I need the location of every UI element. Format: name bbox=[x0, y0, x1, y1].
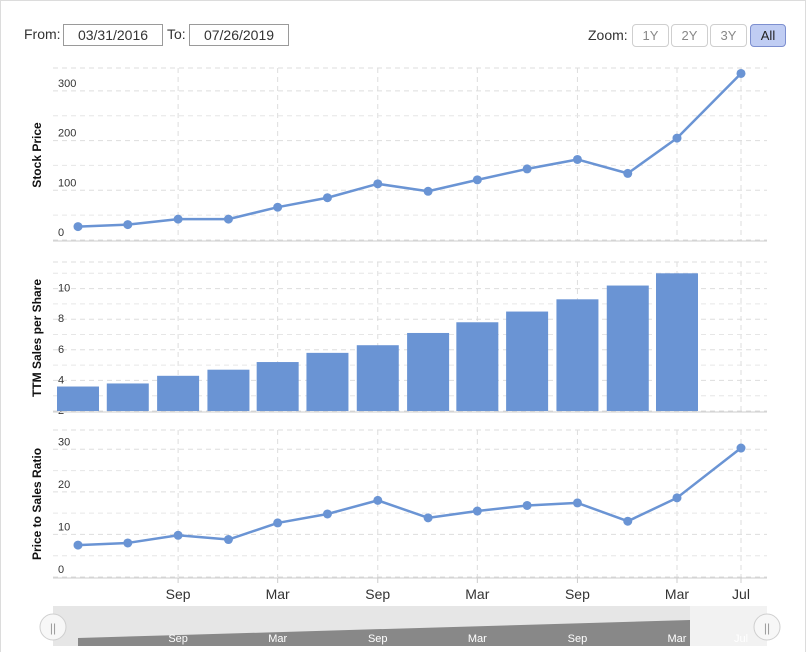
navigator-tick-label: Mar bbox=[668, 633, 687, 645]
data-point bbox=[623, 168, 633, 178]
bar bbox=[106, 383, 149, 411]
data-point bbox=[123, 220, 133, 230]
y-tick-label: 30 bbox=[58, 436, 70, 448]
y-axis-label: TTM Sales per Share bbox=[30, 279, 44, 397]
handle-circle bbox=[39, 613, 67, 641]
data-point bbox=[322, 193, 332, 203]
data-point bbox=[522, 500, 532, 510]
data-point bbox=[73, 540, 83, 550]
zoom-2y-button[interactable]: 2Y bbox=[671, 24, 708, 47]
navigator-tick-label: Sep bbox=[168, 633, 188, 645]
bar bbox=[256, 362, 299, 411]
bar bbox=[506, 311, 549, 411]
range-toolbar: From: 03/31/2016 To: 07/26/2019 Zoom: 1Y… bbox=[0, 0, 809, 60]
navigator-tick-label: Jul bbox=[734, 633, 748, 645]
y-tick-label: 200 bbox=[58, 128, 76, 140]
data-point bbox=[522, 164, 532, 174]
bar bbox=[456, 322, 499, 411]
handle-circle bbox=[753, 613, 781, 641]
data-point bbox=[672, 493, 682, 503]
bar bbox=[606, 285, 649, 411]
bar bbox=[306, 352, 349, 411]
navigator-left-handle[interactable]: || bbox=[39, 613, 67, 641]
from-label: From: bbox=[24, 26, 61, 42]
y-tick-label: 8 bbox=[58, 313, 64, 325]
bar bbox=[356, 345, 399, 411]
data-point bbox=[736, 68, 746, 78]
data-point bbox=[123, 538, 133, 548]
x-tick-label: Sep bbox=[166, 586, 191, 602]
navigator-tick-label: Sep bbox=[568, 633, 588, 645]
navigator-right-handle[interactable]: || bbox=[753, 613, 781, 641]
x-tick-label: Sep bbox=[365, 586, 390, 602]
handle-grip-icon: || bbox=[50, 621, 56, 635]
bar bbox=[57, 386, 99, 411]
panel-1: 0 100 200 300 Stock Price bbox=[30, 67, 767, 242]
y-axis-label: Stock Price bbox=[30, 122, 44, 188]
data-point bbox=[373, 179, 383, 189]
data-point bbox=[472, 175, 482, 185]
y-tick-label: 300 bbox=[58, 78, 76, 90]
y-tick-label: 20 bbox=[58, 479, 70, 491]
y-tick-label: 0 bbox=[58, 564, 64, 576]
data-point bbox=[736, 443, 746, 453]
navigator-area bbox=[78, 620, 690, 646]
to-date-input[interactable]: 07/26/2019 bbox=[189, 24, 289, 46]
x-tick-label: Mar bbox=[665, 586, 689, 602]
y-axis-label: Price to Sales Ratio bbox=[30, 448, 44, 560]
bar bbox=[407, 332, 450, 411]
bar bbox=[207, 369, 250, 411]
panel-2: 246810TTM Sales per Share bbox=[30, 261, 767, 417]
data-point bbox=[423, 186, 433, 196]
bar bbox=[556, 299, 599, 411]
data-point bbox=[173, 530, 183, 540]
data-point bbox=[572, 498, 582, 508]
y-tick-label: 100 bbox=[58, 177, 76, 189]
series-line bbox=[77, 72, 742, 228]
y-tick-label: 6 bbox=[58, 344, 64, 356]
data-point bbox=[423, 513, 433, 523]
x-tick-label: Mar bbox=[266, 586, 290, 602]
panel-3: 0 10 20 30 Price to Sales Ratio bbox=[30, 429, 767, 579]
data-point bbox=[472, 506, 482, 516]
zoom-1y-button[interactable]: 1Y bbox=[632, 24, 669, 47]
x-tick-label: Mar bbox=[465, 586, 489, 602]
data-point bbox=[322, 509, 332, 519]
data-point bbox=[623, 516, 633, 526]
from-date-input[interactable]: 03/31/2016 bbox=[63, 24, 163, 46]
to-label: To: bbox=[167, 26, 186, 42]
data-point bbox=[173, 214, 183, 224]
y-tick-label: 10 bbox=[58, 283, 70, 295]
data-point bbox=[572, 154, 582, 164]
data-point bbox=[223, 214, 233, 224]
data-point bbox=[373, 495, 383, 505]
data-point bbox=[73, 222, 83, 232]
navigator-tick-label: Mar bbox=[468, 633, 487, 645]
series-line bbox=[77, 447, 742, 547]
data-point bbox=[273, 202, 283, 212]
bar bbox=[157, 375, 200, 411]
data-point bbox=[273, 518, 283, 528]
bar bbox=[655, 273, 698, 411]
data-point bbox=[672, 133, 682, 143]
data-point bbox=[223, 535, 233, 545]
y-tick-label: 0 bbox=[58, 227, 64, 239]
zoom-all-button[interactable]: All bbox=[750, 24, 786, 47]
navigator-tick-label: Mar bbox=[268, 633, 287, 645]
navigator-tick-label: Sep bbox=[368, 633, 388, 645]
x-tick-label: Jul bbox=[732, 586, 750, 602]
x-tick-label: Sep bbox=[565, 586, 590, 602]
handle-grip-icon: || bbox=[764, 621, 770, 635]
y-tick-label: 4 bbox=[58, 374, 64, 386]
zoom-label: Zoom: bbox=[588, 27, 628, 43]
zoom-3y-button[interactable]: 3Y bbox=[710, 24, 747, 47]
y-tick-label: 10 bbox=[58, 521, 70, 533]
